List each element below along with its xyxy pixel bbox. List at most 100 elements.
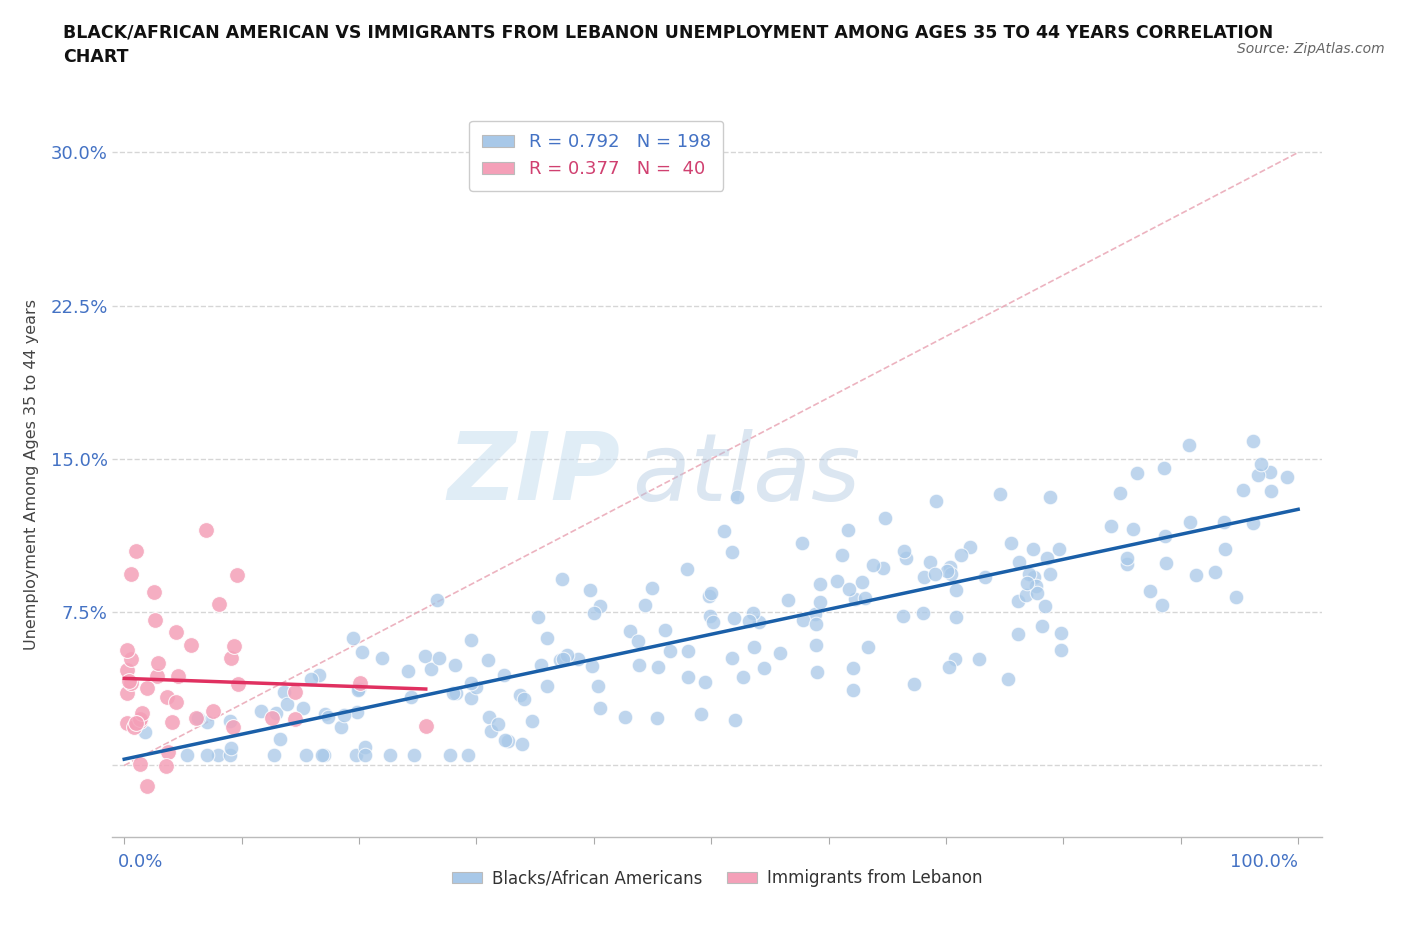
Point <box>1241 515 1264 530</box>
Point <box>943 651 966 666</box>
Point <box>128 712 150 727</box>
Point <box>115 685 138 700</box>
Point <box>156 689 179 704</box>
Point <box>420 661 443 676</box>
Point <box>136 778 159 793</box>
Point <box>143 612 166 627</box>
Point <box>347 683 370 698</box>
Point <box>142 584 165 599</box>
Point <box>1122 522 1144 537</box>
Point <box>486 716 509 731</box>
Point <box>477 653 499 668</box>
Point <box>974 570 997 585</box>
Point <box>219 651 242 666</box>
Point <box>1126 465 1149 480</box>
Point <box>122 720 145 735</box>
Point <box>426 592 449 607</box>
Point <box>530 658 553 672</box>
Point <box>959 540 981 555</box>
Point <box>723 610 745 625</box>
Point <box>249 703 271 718</box>
Point <box>742 639 765 654</box>
Point <box>1099 519 1122 534</box>
Point <box>344 748 367 763</box>
Point <box>1109 485 1132 500</box>
Point <box>1018 566 1040 581</box>
Point <box>457 748 479 763</box>
Point <box>627 633 650 648</box>
Point <box>1007 594 1029 609</box>
Point <box>401 689 423 704</box>
Point <box>912 569 935 584</box>
Point <box>155 758 177 773</box>
Point <box>690 706 713 721</box>
Point <box>1036 551 1059 565</box>
Text: 100.0%: 100.0% <box>1230 854 1298 871</box>
Point <box>1250 457 1272 472</box>
Point <box>226 677 249 692</box>
Point <box>579 582 602 597</box>
Point <box>613 710 636 724</box>
Point <box>1213 514 1236 529</box>
Point <box>120 566 142 581</box>
Point <box>553 651 575 666</box>
Point <box>167 669 190 684</box>
Point <box>551 572 574 587</box>
Point <box>1258 464 1281 479</box>
Point <box>446 685 468 700</box>
Point <box>352 644 374 659</box>
Point <box>582 606 605 621</box>
Point <box>347 682 370 697</box>
Point <box>831 547 853 562</box>
Point <box>586 679 609 694</box>
Point <box>460 676 482 691</box>
Point <box>550 653 572 668</box>
Point <box>276 697 298 711</box>
Point <box>806 665 828 680</box>
Point <box>443 658 465 672</box>
Point <box>1204 565 1226 579</box>
Point <box>354 739 377 754</box>
Point <box>222 638 245 653</box>
Point <box>295 748 318 763</box>
Point <box>808 577 831 591</box>
Point <box>145 669 167 684</box>
Point <box>526 610 548 625</box>
Point <box>555 647 578 662</box>
Point <box>1025 578 1047 593</box>
Point <box>477 710 499 724</box>
Point <box>693 674 716 689</box>
Point <box>135 680 157 695</box>
Point <box>1050 626 1073 641</box>
Point <box>742 605 765 620</box>
Point <box>699 608 721 623</box>
Point <box>312 748 335 763</box>
Point <box>1225 590 1247 604</box>
Point <box>1247 468 1270 483</box>
Point <box>165 695 187 710</box>
Point <box>195 523 218 538</box>
Point <box>333 708 356 723</box>
Point <box>721 651 744 666</box>
Point <box>837 522 859 537</box>
Text: BLACK/AFRICAN AMERICAN VS IMMIGRANTS FROM LEBANON UNEMPLOYMENT AMONG AGES 35 TO : BLACK/AFRICAN AMERICAN VS IMMIGRANTS FRO… <box>63 23 1274 41</box>
Point <box>460 691 482 706</box>
Point <box>872 561 894 576</box>
Point <box>1232 483 1254 498</box>
Point <box>186 711 208 725</box>
Point <box>1154 555 1177 570</box>
Point <box>844 591 866 606</box>
Point <box>790 535 813 550</box>
Point <box>1241 433 1264 448</box>
Point <box>1139 583 1161 598</box>
Point <box>160 714 183 729</box>
Point <box>273 684 295 699</box>
Point <box>945 609 967 624</box>
Point <box>804 638 827 653</box>
Point <box>700 586 723 601</box>
Point <box>792 613 814 628</box>
Point <box>893 543 915 558</box>
Point <box>354 748 377 763</box>
Point <box>208 597 231 612</box>
Point <box>589 599 612 614</box>
